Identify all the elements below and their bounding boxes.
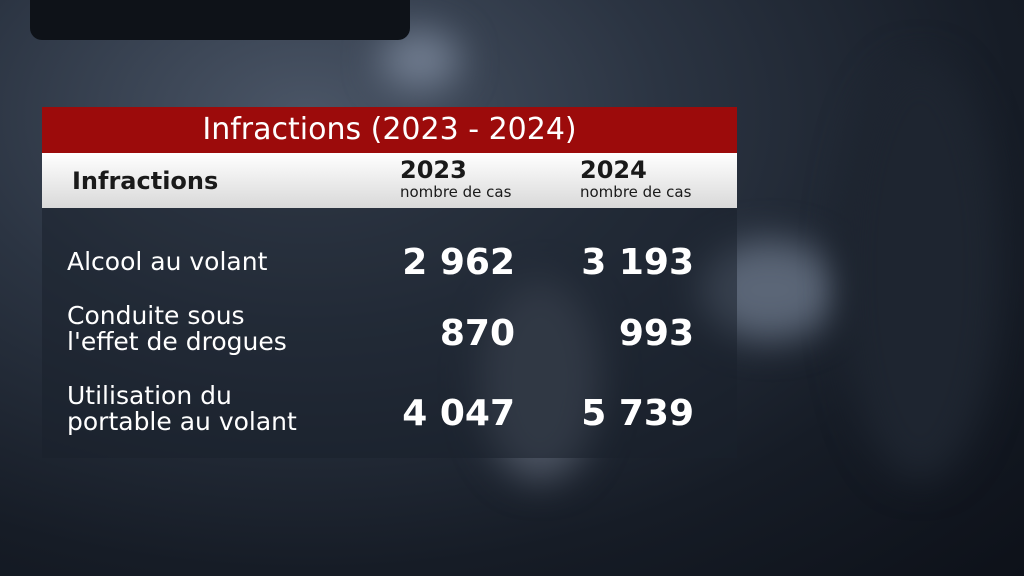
column-header: 2023 nombre de cas: [400, 157, 511, 201]
column-header: Infractions: [72, 167, 219, 195]
year: 2023: [400, 156, 467, 184]
table-body: [42, 208, 737, 458]
row-label: Conduite sous l'effet de drogues: [67, 301, 287, 356]
cell-value: 993: [618, 313, 694, 354]
cell-value: 5 739: [581, 393, 694, 434]
row-label: Alcool au volant: [67, 247, 268, 276]
row-label: Utilisation du portable au volant: [67, 381, 297, 436]
sublabel: nombre de cas: [400, 183, 512, 201]
column-header: 2024 nombre de cas: [580, 157, 691, 201]
cell-value: 4 047: [402, 393, 515, 434]
sublabel: nombre de cas: [580, 183, 692, 201]
cell-value: 2 962: [402, 242, 515, 283]
year: 2024: [580, 156, 647, 184]
title: Infractions (2023 - 2024): [42, 107, 737, 153]
mirror: [30, 0, 410, 40]
cell-value: 870: [439, 313, 515, 354]
table-header: Infractions 2023 nombre de cas 2024 nomb…: [42, 153, 737, 208]
cell-value: 3 193: [581, 242, 694, 283]
